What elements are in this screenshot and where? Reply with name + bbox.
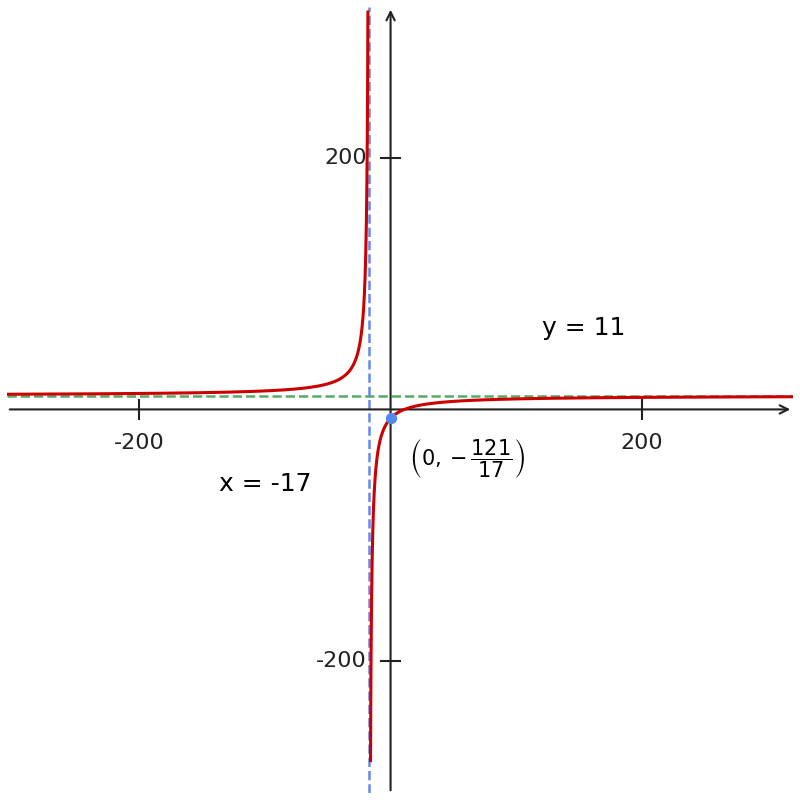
- Text: y = 11: y = 11: [542, 316, 625, 340]
- Text: -200: -200: [114, 433, 164, 453]
- Text: -200: -200: [316, 651, 367, 671]
- Point: [384, 412, 397, 425]
- Text: $\left(0, -\dfrac{121}{17}\right)$: $\left(0, -\dfrac{121}{17}\right)$: [410, 438, 526, 480]
- Text: 200: 200: [324, 148, 367, 168]
- Text: 200: 200: [621, 433, 663, 453]
- Text: x = -17: x = -17: [218, 472, 311, 496]
